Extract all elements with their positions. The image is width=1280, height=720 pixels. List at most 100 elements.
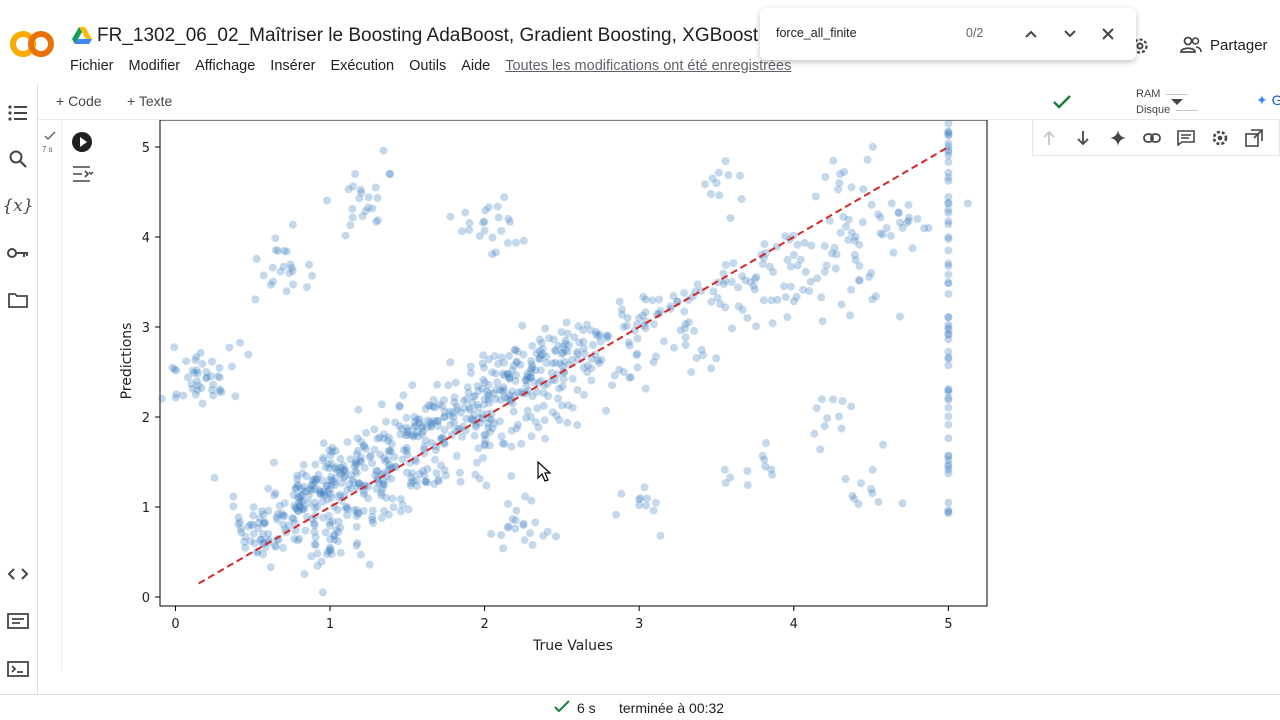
comment-cell-button[interactable] [1176,128,1196,148]
scatter-point [346,471,355,480]
scatter-point [438,402,447,411]
scatter-point [564,401,572,410]
share-button[interactable]: Partager [1180,36,1268,54]
gemini-button[interactable]: ✦ Gemin [1256,92,1280,109]
scatter-point [743,314,752,322]
scatter-point [575,338,584,347]
move-cell-down-button[interactable] [1073,128,1093,148]
toc-button[interactable] [5,100,31,126]
code-snippets-button[interactable] [5,561,31,587]
drive-icon[interactable] [72,27,92,45]
add-code-button[interactable]: + Code [56,93,102,109]
add-text-button[interactable]: + Texte [127,93,173,109]
scatter-point [507,395,516,404]
terminal-button[interactable] [5,656,31,682]
scatter-point [527,413,535,421]
gemini-cell-button[interactable] [1108,128,1128,148]
scatter-point [506,217,514,226]
notebook-title[interactable]: FR_1302_06_02_Maîtriser le Boosting AdaB… [97,25,759,46]
scatter-point [551,358,560,367]
scatter-point [558,401,566,410]
open-in-new-icon [1245,129,1263,147]
find-query-input[interactable]: force_all_finite [776,26,857,40]
scatter-point [294,492,302,501]
menu-affichage[interactable]: Affichage [195,58,256,74]
scatter-point [280,246,289,255]
scatter-point [410,423,419,431]
scatter-point [314,470,323,479]
scatter-point [619,368,628,376]
search-button[interactable] [5,146,31,172]
scatter-point [322,550,331,559]
scatter-point [340,472,349,481]
menu-execution[interactable]: Exécution [330,58,395,74]
scatter-point [351,170,360,178]
menu-inserer[interactable]: Insérer [270,58,316,74]
scatter-point [617,489,626,498]
resource-monitor[interactable]: RAM Disque [1136,86,1199,118]
cell-settings-button[interactable] [1210,128,1230,148]
people-icon [1180,36,1202,53]
scatter-point [378,484,387,493]
scatter-point [440,407,449,416]
find-close-button[interactable] [1096,22,1120,46]
scatter-point [561,336,570,345]
scatter-point [318,588,327,597]
colab-logo-icon[interactable] [8,28,56,60]
scatter-point [516,360,525,369]
scatter-point [509,407,518,416]
scatter-point [855,240,864,249]
command-palette-button[interactable] [5,608,31,634]
scatter-point [193,386,201,395]
scatter-point [353,483,362,492]
menu-modifier[interactable]: Modifier [128,58,181,74]
open-cell-button[interactable] [1244,128,1264,148]
scatter-point [568,374,577,383]
run-cell-button[interactable] [72,132,92,152]
scatter-point [519,519,528,528]
runtime-dropdown-icon[interactable] [1170,97,1184,107]
scatter-point [299,497,308,505]
scatter-point [944,465,953,474]
scatter-point [413,482,421,490]
scatter-point [170,343,179,352]
scatter-point [312,474,321,483]
find-next-button[interactable] [1058,22,1082,46]
scatter-point [293,480,302,489]
scatter-point [279,520,288,529]
menu-outils[interactable]: Outils [409,58,447,74]
output-actions-icon[interactable] [72,164,94,184]
scatter-point [840,168,849,176]
scatter-point [835,179,844,187]
secrets-button[interactable] [5,240,31,266]
status-bar: 6 s terminée à 00:32 [0,694,1280,720]
scatter-point [373,434,382,443]
link-cell-button[interactable] [1142,128,1162,148]
scatter-point [944,235,953,244]
scatter-point [511,524,520,533]
variables-icon[interactable]: {x} [2,196,34,216]
scatter-point [533,404,542,413]
plot-frame [159,120,988,607]
move-cell-up-button[interactable] [1039,128,1059,148]
scatter-point [464,388,473,397]
scatter-point [168,363,177,372]
files-button[interactable] [5,287,31,313]
scatter-point [542,359,551,367]
settings-gear-icon[interactable] [1130,36,1150,56]
chevron-down-icon [1064,30,1076,38]
scatter-point [512,371,520,380]
scatter-point [349,506,358,515]
menu-aide[interactable]: Aide [461,58,491,74]
scatter-point [334,537,342,546]
find-previous-button[interactable] [1019,22,1043,46]
saved-status-link[interactable]: Toutes les modifications ont été enregis… [505,58,792,74]
scatter-point [328,443,337,452]
menu-fichier[interactable]: Fichier [70,58,114,74]
scatter-point [510,345,519,354]
scatter-point [838,397,847,406]
scatter-point [332,463,341,472]
scatter-point [208,386,216,394]
scatter-point [234,513,243,522]
scatter-point [398,455,407,464]
